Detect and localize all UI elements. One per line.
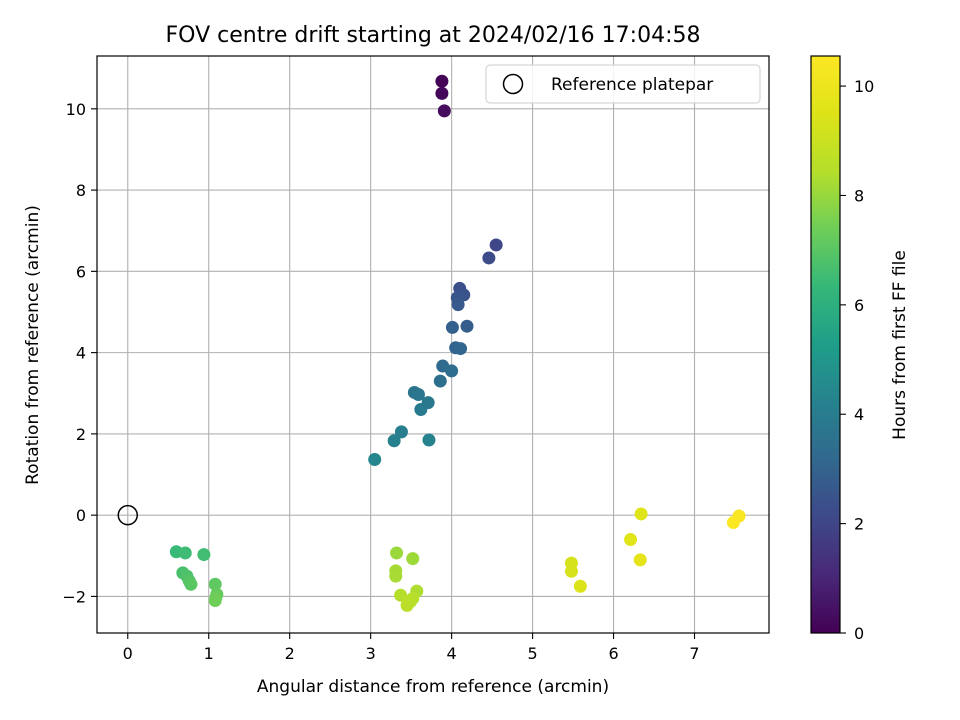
- colorbar-gradient: [811, 56, 840, 633]
- y-tick-label: 4: [76, 344, 86, 363]
- y-axis-label: Rotation from reference (arcmin): [23, 205, 43, 485]
- y-tick-label: 10: [66, 100, 86, 119]
- x-tick-label: 4: [447, 644, 457, 663]
- x-tick-label: 3: [366, 644, 376, 663]
- x-tick-label: 2: [285, 644, 295, 663]
- chart-title: FOV centre drift starting at 2024/02/16 …: [166, 23, 701, 48]
- data-point: [445, 320, 459, 334]
- y-tick-label: 2: [76, 425, 86, 444]
- colorbar: 0 2 4 6 8 10 Hours from first FF file: [810, 55, 910, 643]
- legend-marker: [502, 73, 524, 95]
- data-point: [624, 533, 638, 547]
- data-point: [634, 507, 648, 521]
- data-point: [400, 598, 414, 612]
- data-point: [460, 319, 474, 333]
- colorbar-tick-label: 4: [854, 405, 864, 424]
- data-point: [406, 552, 420, 566]
- colorbar-tick-label: 0: [854, 624, 864, 643]
- data-point: [564, 564, 578, 578]
- data-point: [435, 86, 449, 100]
- data-point: [197, 548, 211, 562]
- y-axis: −2 0 2 4 6 8 10: [62, 100, 97, 606]
- x-tick-label: 0: [123, 644, 133, 663]
- data-point: [184, 577, 198, 591]
- colorbar-tick-label: 10: [854, 77, 874, 96]
- data-point: [387, 434, 401, 448]
- x-axis: 0 1 2 3 4 5 6 7: [123, 633, 700, 663]
- data-point: [394, 588, 408, 602]
- data-point: [394, 425, 408, 439]
- data-point: [411, 387, 425, 401]
- data-point: [451, 298, 465, 312]
- data-point: [208, 577, 222, 591]
- colorbar-frame: [810, 55, 841, 634]
- colorbar-tick-label: 6: [854, 296, 864, 315]
- colorbar-ticks: 0 2 4 6 8 10: [840, 77, 874, 643]
- data-point: [368, 452, 382, 466]
- plot-frame: [96, 55, 770, 634]
- data-point: [573, 579, 587, 593]
- data-point: [445, 364, 459, 378]
- x-axis-label: Angular distance from reference (arcmin): [257, 677, 609, 697]
- data-point: [178, 546, 192, 560]
- colorbar-label: Hours from first FF file: [890, 250, 910, 440]
- data-point: [435, 74, 449, 88]
- data-point: [633, 553, 647, 567]
- x-tick-label: 5: [527, 644, 537, 663]
- data-point: [414, 403, 428, 417]
- colorbar-tick-label: 8: [854, 186, 864, 205]
- data-point: [489, 238, 503, 252]
- y-tick-label: 8: [76, 181, 86, 200]
- data-point: [454, 342, 468, 356]
- legend-label: Reference platepar: [551, 75, 713, 95]
- legend-box: [485, 64, 761, 104]
- x-tick-label: 7: [689, 644, 699, 663]
- y-tick-label: 6: [76, 262, 86, 281]
- grid-lines: [97, 56, 769, 633]
- legend: Reference platepar: [485, 64, 761, 104]
- x-tick-label: 6: [608, 644, 618, 663]
- data-point: [437, 104, 451, 118]
- data-point: [433, 374, 447, 388]
- colorbar-tick-label: 2: [854, 515, 864, 534]
- y-tick-label: 0: [76, 506, 86, 525]
- data-point: [726, 515, 740, 529]
- data-point: [390, 546, 404, 560]
- y-tick-label: −2: [62, 587, 86, 606]
- data-points: [117, 74, 746, 612]
- data-point: [482, 251, 496, 265]
- data-point: [422, 433, 436, 447]
- data-point: [389, 569, 403, 583]
- x-tick-label: 1: [204, 644, 214, 663]
- data-point: [208, 593, 222, 607]
- reference-marker: [117, 504, 139, 526]
